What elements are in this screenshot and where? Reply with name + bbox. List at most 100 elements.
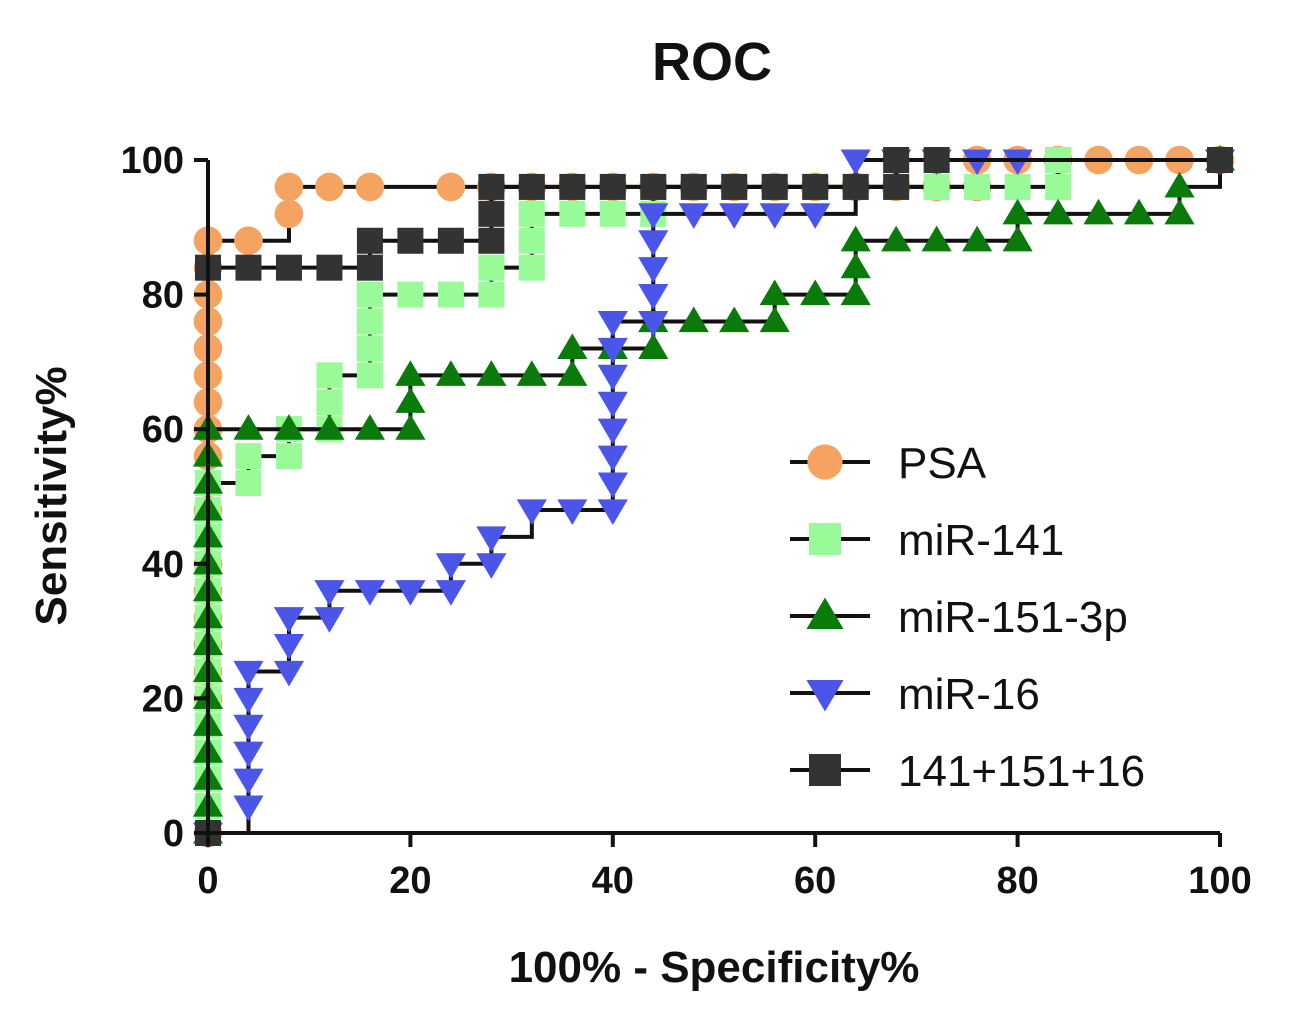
- data-point-141-151-16: [883, 147, 910, 173]
- data-point-mir-16: [962, 149, 993, 176]
- data-point-mir-141: [275, 443, 302, 470]
- data-point-mir-16: [597, 391, 628, 418]
- data-point-mir-16: [638, 310, 669, 337]
- data-point-mir-16: [597, 337, 628, 364]
- data-point-mir-151-3p: [1123, 198, 1155, 225]
- legend-marker-mir-141: [809, 523, 841, 555]
- data-point-mir-151-3p: [557, 360, 588, 386]
- data-point-mir-16: [233, 660, 264, 687]
- data-point-mir-141: [518, 227, 545, 254]
- data-point-141-151-16: [397, 227, 424, 254]
- data-point-mir-151-3p: [354, 414, 385, 440]
- data-point-mir-16: [638, 203, 669, 229]
- data-point-mir-151-3p: [1164, 198, 1195, 225]
- data-point-mir-16: [476, 553, 507, 579]
- y-tick-label: 100: [121, 140, 184, 182]
- data-point-psa: [436, 172, 466, 202]
- data-point-mir-141: [964, 173, 991, 200]
- data-point-mir-151-3p: [435, 360, 466, 386]
- data-point-mir-151-3p: [557, 333, 588, 359]
- legend: PSA miR-141 miR-151-3p miR-16 141+151+16: [790, 439, 1145, 796]
- data-point-141-151-16: [437, 227, 464, 254]
- legend-item-psa: PSA: [790, 439, 987, 488]
- data-point-141-151-16: [518, 173, 545, 200]
- data-point-141-151-16: [275, 254, 302, 281]
- data-point-mir-151-3p: [921, 225, 952, 252]
- data-point-mir-151-3p: [1002, 225, 1033, 252]
- data-point-mir-16: [597, 418, 628, 445]
- data-point-mir-16: [638, 257, 669, 283]
- legend-marker-mir-16: [806, 680, 844, 712]
- data-point-mir-141: [316, 389, 343, 416]
- data-point-mir-16: [597, 364, 628, 391]
- data-point-mir-151-3p: [800, 279, 831, 306]
- data-point-mir-16: [800, 203, 831, 229]
- legend-label-psa: PSA: [898, 439, 987, 488]
- data-point-mir-151-3p: [314, 414, 345, 440]
- data-point-mir-151-3p: [395, 360, 426, 386]
- x-tick-label: 20: [389, 860, 431, 902]
- data-point-mir-141: [518, 254, 545, 281]
- data-point-mir-141: [478, 254, 505, 281]
- data-point-mir-141: [235, 470, 262, 497]
- data-point-mir-16: [759, 203, 790, 229]
- data-point-mir-141: [356, 335, 383, 362]
- data-point-mir-141: [1004, 173, 1031, 200]
- data-point-141-151-16: [599, 173, 626, 200]
- legend-marker-mir-151-3p: [806, 597, 844, 629]
- data-point-mir-151-3p: [1083, 198, 1114, 225]
- axes-layer: [206, 160, 1220, 835]
- data-point-psa: [315, 172, 344, 202]
- series-mir-16: [192, 149, 1236, 849]
- data-point-mir-16: [638, 230, 669, 256]
- data-point-mir-16: [233, 714, 264, 741]
- data-point-141-151-16: [1207, 147, 1233, 173]
- y-axis-label: Sensitivity%: [27, 366, 76, 625]
- data-point-mir-151-3p: [395, 414, 426, 440]
- data-point-mir-151-3p: [638, 333, 669, 359]
- data-point-mir-16: [273, 607, 305, 633]
- data-point-mir-141: [356, 281, 383, 308]
- data-point-141-151-16: [640, 173, 667, 200]
- data-point-mir-16: [476, 526, 507, 552]
- data-point-141-151-16: [235, 254, 262, 281]
- x-axis-label: 100% - Specificity%: [509, 943, 920, 992]
- series-mir-151-3p: [192, 144, 1236, 844]
- data-point-mir-151-3p: [678, 306, 709, 333]
- data-point-mir-16: [516, 499, 547, 526]
- data-point-mir-151-3p: [881, 225, 912, 252]
- x-tick-label: 40: [592, 860, 634, 902]
- legend-item-mir-141: miR-141: [790, 516, 1064, 565]
- data-point-mir-16: [233, 795, 264, 822]
- data-point-141-151-16: [316, 254, 343, 281]
- data-point-mir-16: [233, 687, 264, 714]
- data-point-mir-141: [316, 362, 343, 389]
- data-point-mir-141: [235, 443, 262, 470]
- data-point-mir-16: [1002, 149, 1033, 176]
- legend-marker-psa: [807, 444, 843, 480]
- data-point-mir-16: [597, 499, 628, 526]
- data-point-mir-16: [233, 768, 264, 795]
- data-point-mir-151-3p: [395, 387, 426, 413]
- data-point-141-151-16: [883, 173, 910, 200]
- data-point-141-151-16: [478, 227, 505, 254]
- data-point-mir-151-3p: [719, 306, 750, 333]
- data-point-141-151-16: [923, 147, 950, 173]
- data-point-mir-151-3p: [476, 360, 507, 386]
- data-point-141-151-16: [680, 173, 707, 200]
- data-point-mir-151-3p: [759, 306, 790, 333]
- data-point-psa: [234, 226, 263, 256]
- legend-label-mir-16: miR-16: [898, 670, 1040, 719]
- data-point-mir-16: [597, 445, 628, 472]
- data-point-141-151-16: [721, 173, 748, 200]
- data-point-mir-151-3p: [1043, 198, 1074, 225]
- ticks-layer: 0 20 40 60 80 100 0 20 40 60 80 100: [121, 140, 1252, 902]
- data-point-mir-16: [273, 634, 305, 660]
- legend-label-141-151-16: 141+151+16: [898, 747, 1145, 796]
- y-tick-label: 20: [142, 678, 184, 720]
- data-point-mir-141: [923, 173, 950, 200]
- data-point-mir-16: [435, 580, 466, 606]
- data-point-mir-16: [273, 660, 305, 687]
- data-point-mir-16: [435, 553, 466, 579]
